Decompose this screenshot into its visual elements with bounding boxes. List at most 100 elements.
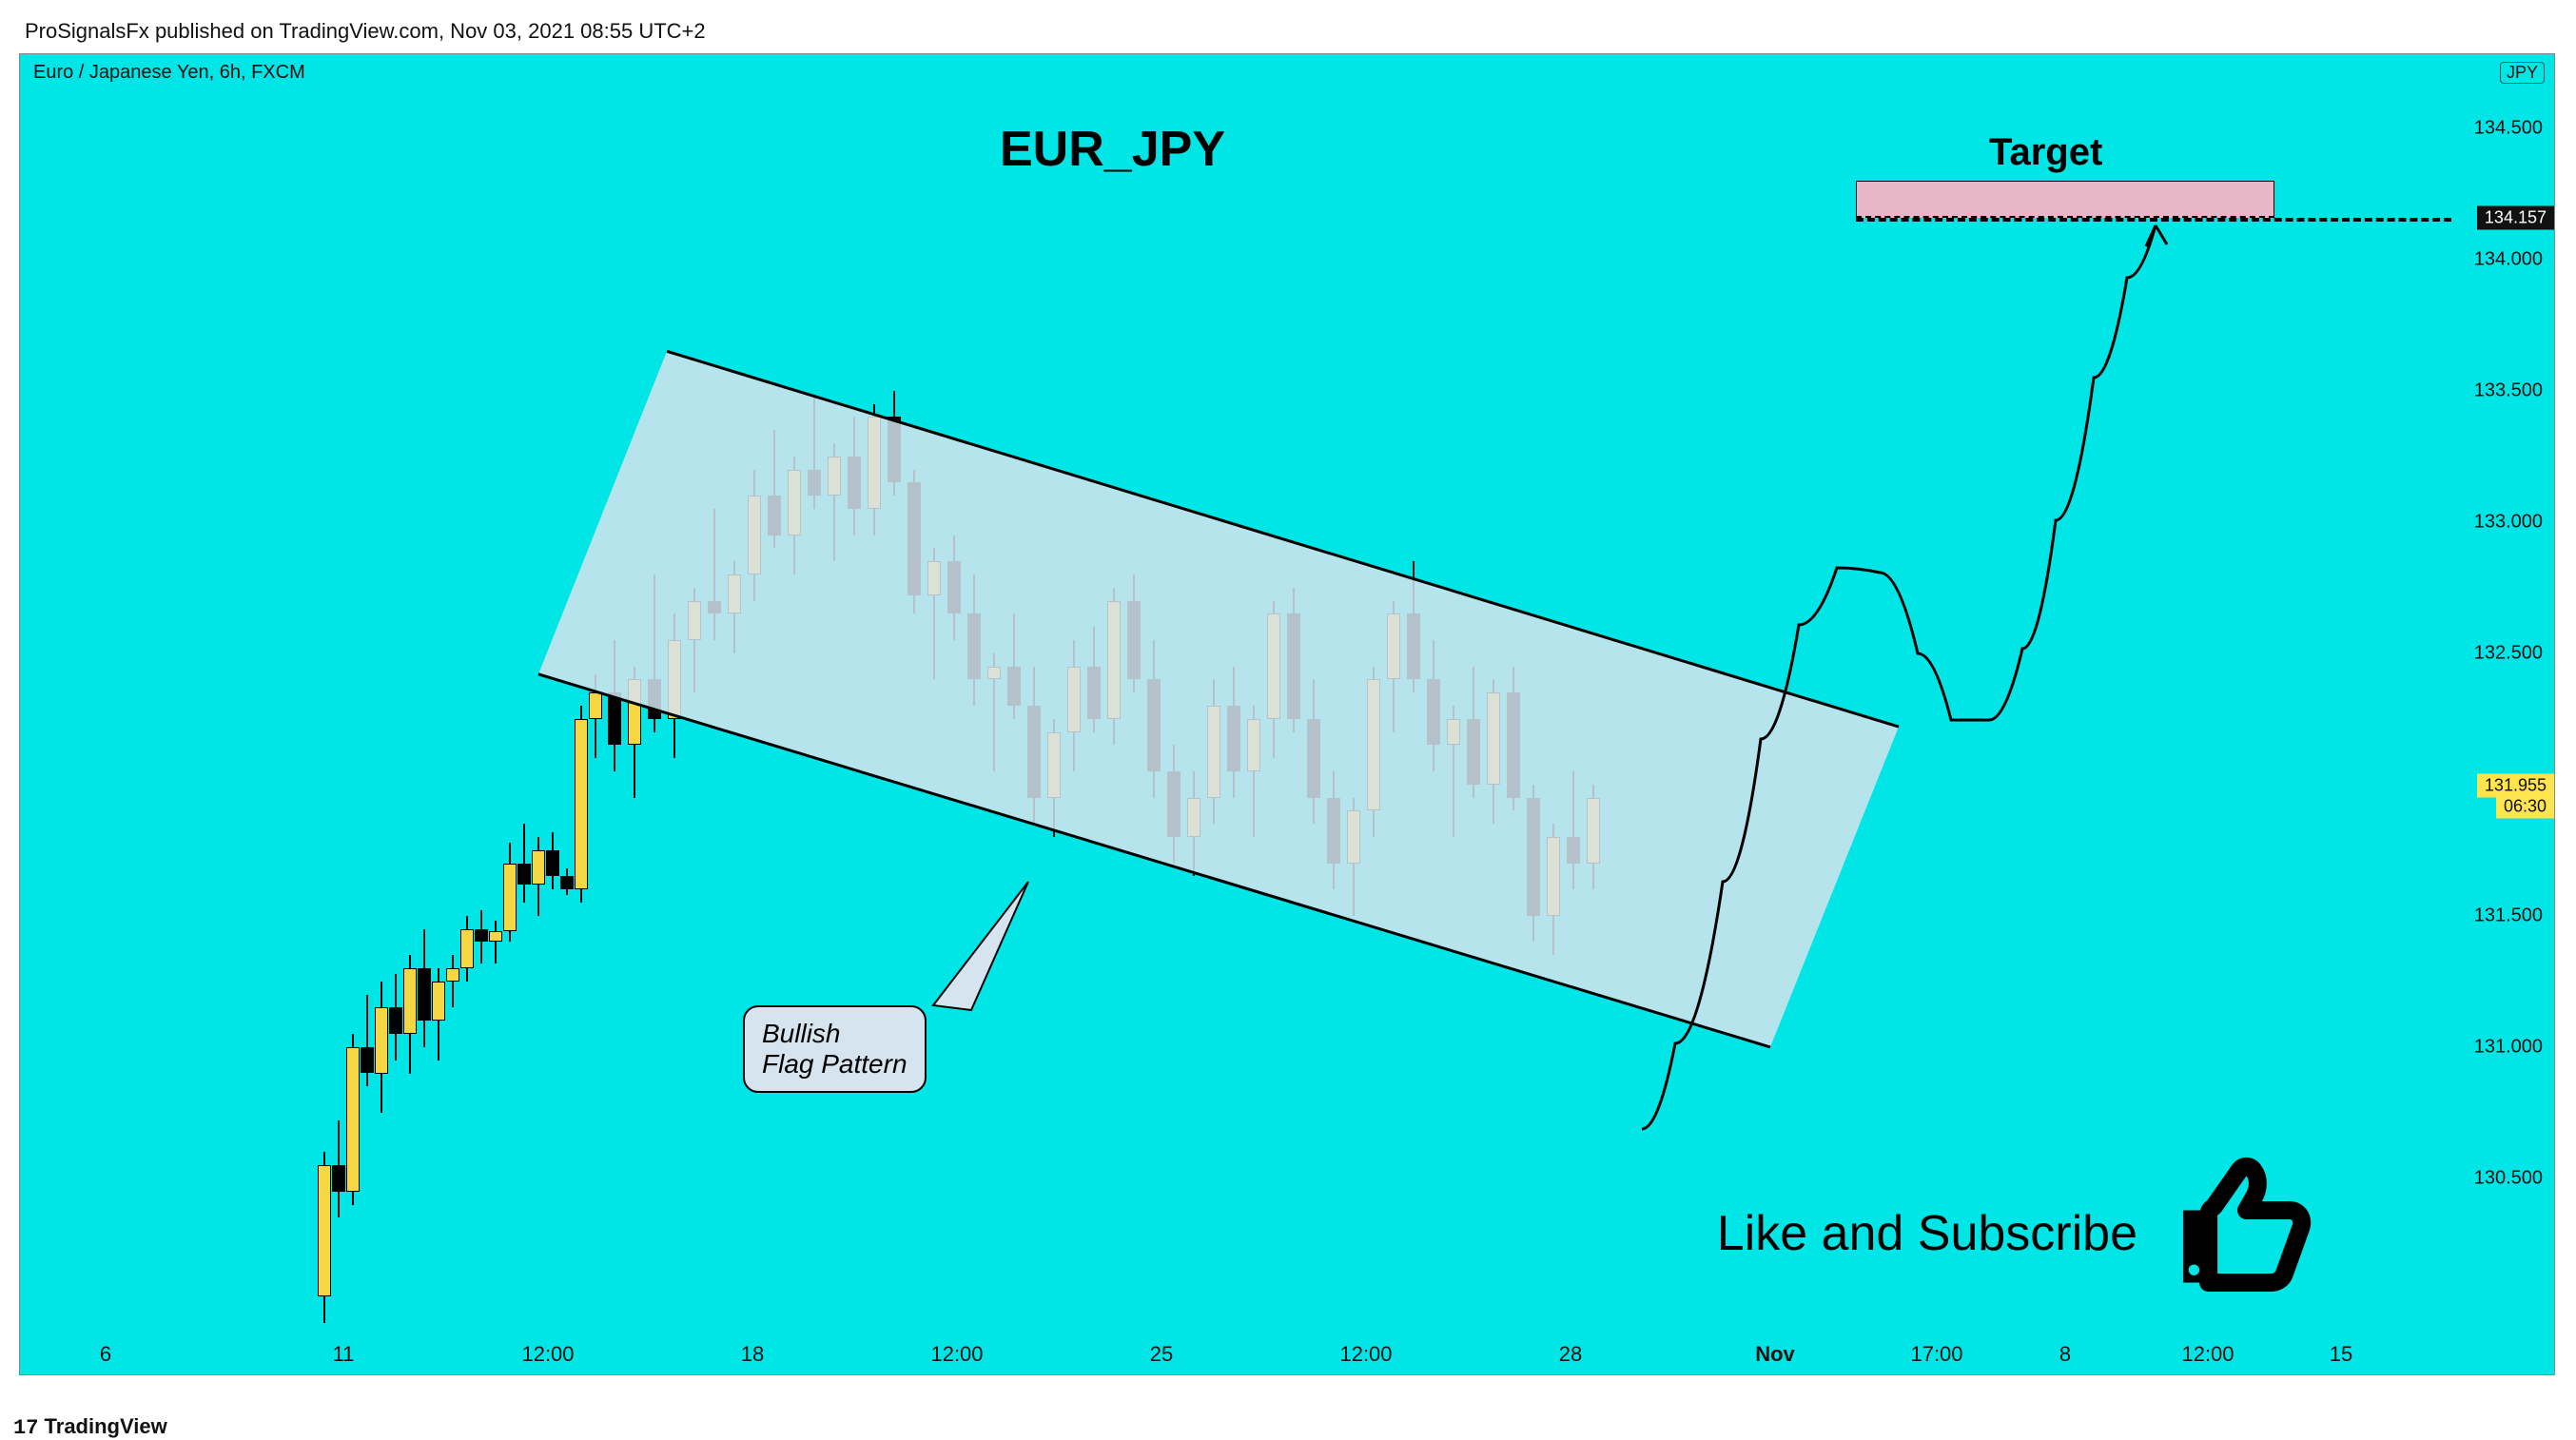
candle [848,417,861,535]
candle [489,921,502,963]
candle [1187,771,1200,876]
candle [1307,679,1320,824]
candle [1147,640,1161,798]
candle [1367,667,1380,837]
candle [967,574,981,706]
candle [418,929,431,1047]
candle [1487,679,1500,824]
x-tick: 28 [1559,1342,1582,1367]
candle [346,1034,360,1204]
publish-info: ProSignalsFx published on TradingView.co… [25,19,2557,44]
candle [1347,798,1360,916]
candle [1067,640,1081,771]
candle [1027,667,1041,825]
x-tick: 11 [333,1342,355,1367]
candle [1227,667,1240,798]
candle [460,916,474,982]
y-tick: 132.500 [2474,642,2543,664]
candle [828,443,841,561]
candle [888,391,901,496]
candle [432,968,445,1061]
candle [1447,706,1460,837]
candle [1087,627,1101,731]
x-tick: 12:00 [521,1342,574,1367]
x-tick: 12:00 [930,1342,983,1367]
candle [907,470,921,614]
candle [1327,771,1340,889]
y-tick: 130.500 [2474,1167,2543,1189]
y-tick: 133.500 [2474,379,2543,401]
x-tick: 8 [2059,1342,2071,1367]
candle [1107,588,1121,746]
y-tick: 134.500 [2474,117,2543,139]
branding-label: 17 TradingView [13,1414,167,1440]
page-root: ProSignalsFx published on TradingView.co… [0,0,2576,1385]
candle [947,535,961,640]
x-tick: 6 [100,1342,111,1367]
candle [1047,719,1061,837]
x-tick: 15 [2330,1342,2352,1367]
candle [403,955,417,1073]
target-zone [1856,181,2274,218]
chart-title: EUR_JPY [1000,121,1225,178]
candle [728,561,741,653]
candle [446,955,459,1007]
x-tick: 17:00 [1910,1342,1962,1367]
target-label: Target [1989,131,2102,174]
candle [788,457,801,574]
candle [1247,706,1260,837]
chart-container[interactable]: Euro / Japanese Yen, 6h, FXCM JPY EUR_JP… [19,53,2555,1375]
candle [1587,785,1600,889]
thumbs-up-icon [2147,1129,2328,1310]
candle [589,674,602,758]
candle [1267,601,1280,759]
candle [318,1152,331,1322]
candle [575,706,588,903]
callout-line2: Flag Pattern [762,1049,907,1079]
candle [375,982,388,1113]
candle [1427,640,1440,771]
x-tick: 18 [741,1342,764,1367]
y-tick: 131.500 [2474,905,2543,926]
candle [1547,824,1560,955]
callout-line1: Bullish [762,1019,840,1048]
pattern-callout: Bullish Flag Pattern [743,1005,927,1093]
candle [1407,561,1420,692]
cta-text: Like and Subscribe [1717,1205,2137,1262]
candle [1507,667,1520,811]
candle [532,837,545,916]
target-price-tag: 134.157 [2477,206,2554,230]
candle [668,613,681,758]
candle [1467,667,1480,798]
candle [608,640,621,771]
candle [1387,601,1400,732]
candle [475,910,488,963]
countdown-tag: 06:30 [2496,795,2554,819]
candle [748,470,761,601]
candle [1127,574,1141,692]
candle [1287,588,1300,732]
candle [560,868,574,895]
candle [1567,771,1580,889]
candle [987,653,1001,771]
x-tick: 12:00 [2181,1342,2234,1367]
candle [1167,745,1181,863]
y-tick: 133.000 [2474,511,2543,533]
x-tick: Nov [1755,1342,1795,1367]
y-tick: 131.000 [2474,1036,2543,1058]
candle [628,667,641,798]
candle [688,588,701,692]
candle [332,1120,345,1217]
candle [503,843,517,943]
candle [927,548,941,679]
candle [517,824,531,903]
candle [648,574,661,732]
chart-plot-area[interactable]: EUR_JPY Target Bullish Flag Pattern [20,54,2451,1375]
candle [546,832,559,890]
candle [708,509,721,640]
candle [361,995,374,1087]
y-tick: 134.000 [2474,248,2543,270]
candle [1527,785,1540,943]
x-tick: 12:00 [1339,1342,1392,1367]
x-tick: 25 [1150,1342,1173,1367]
